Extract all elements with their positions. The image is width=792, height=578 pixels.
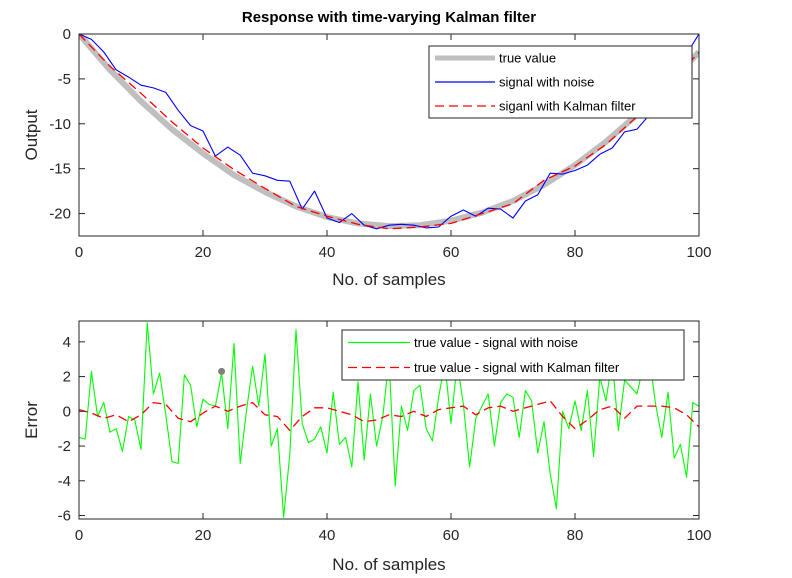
x-tick-label: 20 [195, 244, 212, 261]
series-line-3 [79, 34, 699, 230]
x-tick-label: 100 [686, 527, 711, 544]
legend: true value - signal with noise true value… [341, 329, 685, 381]
legend-label-2: signal with noise [499, 75, 594, 90]
y-tick-label: 2 [63, 369, 71, 386]
legend-label-3: siganl with Kalman filter [499, 99, 636, 114]
subplot-1: 0 20 40 60 80 100 0 -5 -10 -15 -20 Response with ti… [22, 9, 712, 289]
legend-label-1: true value [499, 51, 556, 66]
legend-box [341, 329, 685, 381]
y-tick-label: -20 [49, 206, 71, 223]
x-tick-label: 100 [686, 244, 711, 261]
y-tick-label: -15 [49, 161, 71, 178]
legend-label-1: true value - signal with noise [414, 335, 578, 350]
x-axis-label: No. of samples [332, 270, 445, 289]
x-tick-label: 20 [195, 527, 212, 544]
y-tick-label: -10 [49, 116, 71, 133]
y-tick-label: -4 [58, 473, 71, 490]
series-line-1 [79, 34, 699, 230]
x-tick-label: 40 [319, 244, 336, 261]
series-line-2 [79, 400, 699, 432]
y-tick-label: -5 [58, 71, 71, 88]
y-tick-label: 4 [63, 334, 71, 351]
x-tick-label: 0 [75, 527, 83, 544]
y-axis-label: Error [22, 401, 41, 439]
x-tick-label: 0 [75, 244, 83, 261]
legend-label-2: true value - signal with Kalman filter [414, 360, 620, 375]
y-tick-label: 0 [63, 403, 71, 420]
y-tick-label: -2 [58, 438, 71, 455]
x-tick-label: 40 [319, 527, 336, 544]
chart-title: Response with time-varying Kalman filter [242, 9, 536, 26]
axes-box [78, 320, 700, 520]
data-marker [218, 367, 226, 375]
series-group [79, 34, 699, 230]
legend: true value signal with noise siganl with K… [428, 45, 693, 119]
y-tick-label: -6 [58, 508, 71, 525]
x-tick-label: 60 [443, 527, 460, 544]
x-axis-label: No. of samples [332, 555, 445, 574]
x-tick-label: 80 [567, 527, 584, 544]
y-axis-label: Output [22, 109, 41, 160]
axes-box [78, 33, 700, 237]
y-tick-label: 0 [63, 26, 71, 43]
x-tick-label: 60 [443, 244, 460, 261]
series-line-2 [79, 34, 699, 230]
x-tick-label: 80 [567, 244, 584, 261]
